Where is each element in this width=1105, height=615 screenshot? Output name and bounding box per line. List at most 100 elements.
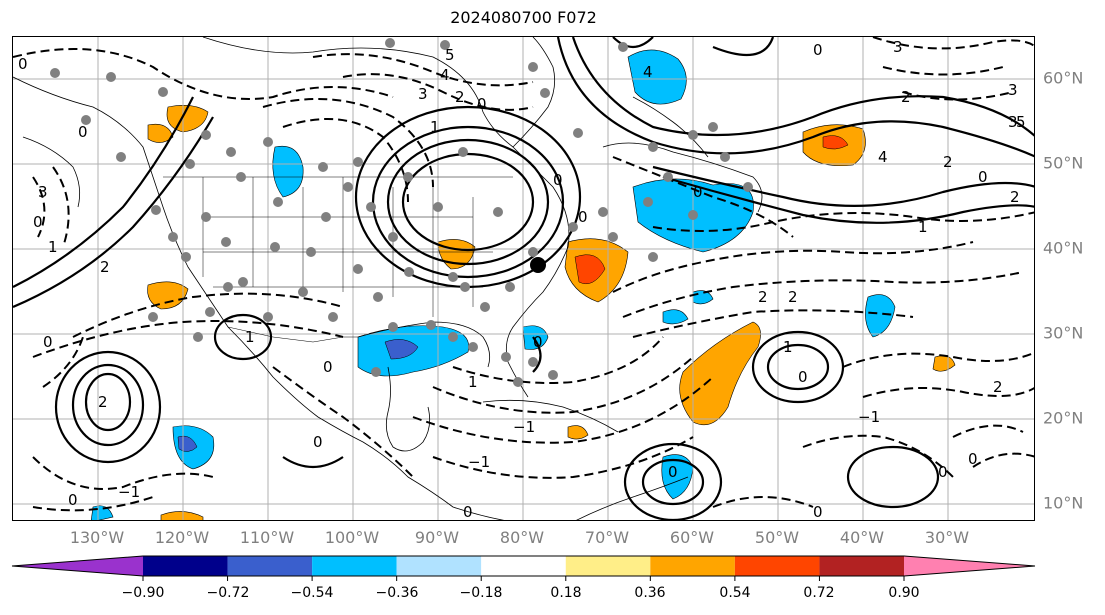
colorbar-tick-label: 0.18 <box>550 585 582 601</box>
contour-label: 5 <box>1016 113 1026 131</box>
longitude-label: 120°W <box>154 528 210 547</box>
contour-label: 0 <box>313 433 323 451</box>
negative-anomaly-patch <box>522 325 549 350</box>
contour-label: 1 <box>48 238 58 256</box>
colorbar-segment <box>650 556 735 576</box>
longitude-label: 70°W <box>584 528 630 547</box>
contour-label: 0 <box>33 213 43 231</box>
latitude-label: 60°N <box>1043 68 1084 88</box>
longitude-label: 110°W <box>239 528 295 547</box>
dashed-contour <box>272 366 414 478</box>
dashed-contour <box>872 37 1034 50</box>
solid-contour <box>532 336 542 373</box>
solid-contour <box>641 458 705 506</box>
latitude-label: 50°N <box>1043 153 1084 173</box>
dashed-contour <box>452 336 664 384</box>
latitude-label: 20°N <box>1043 408 1084 428</box>
positive-anomaly-patch <box>147 281 189 310</box>
contour-label: 0 <box>78 123 88 141</box>
latitude-label: 30°N <box>1043 323 1084 343</box>
contour-label: 0 <box>668 463 678 481</box>
contour-label: 2 <box>758 288 768 306</box>
solid-contour <box>371 125 565 279</box>
colorbar-tick-label: 0.54 <box>719 585 751 601</box>
colorbar-tick-label: 0.72 <box>803 585 835 601</box>
longitude-label: 40°W <box>839 528 885 547</box>
dashed-contour <box>32 320 344 358</box>
contour-label: 2 <box>788 288 798 306</box>
colorbar <box>11 555 1036 581</box>
contour-label: 1 <box>430 118 440 136</box>
dashed-contour <box>32 496 154 512</box>
longitude-label: 30°W <box>924 528 970 547</box>
contour-label: −1 <box>513 418 535 436</box>
colorbar-tick-label: −0.18 <box>459 585 503 601</box>
solid-contour <box>386 138 550 266</box>
contour-label: 4 <box>643 63 653 81</box>
contour-label: 0 <box>978 168 988 186</box>
contour-label: 3 <box>1008 81 1018 99</box>
solid-contour <box>751 330 845 404</box>
contour-label: −1 <box>468 453 490 471</box>
positive-anomaly-patch <box>574 254 606 285</box>
positive-anomaly-patch <box>567 425 589 440</box>
negative-anomaly-patch <box>272 145 304 198</box>
dashed-contour <box>882 66 1004 76</box>
dashed-contour <box>342 73 534 111</box>
latitude-label: 10°N <box>1043 493 1084 513</box>
contour-label: 1 <box>783 338 793 356</box>
dashed-contour <box>652 211 1034 232</box>
contour-label: 2 <box>943 153 953 171</box>
solid-contour <box>712 37 775 57</box>
contour-label: 2 <box>455 88 465 106</box>
colorbar-tick-label: −0.36 <box>375 585 419 601</box>
solid-contour <box>401 152 535 252</box>
coastlines <box>13 37 763 520</box>
colorbar-segment <box>481 556 566 576</box>
solid-contour <box>846 445 940 509</box>
solid-contour <box>571 37 1034 137</box>
solid-contour <box>652 165 1034 207</box>
contour-label: 2 <box>100 258 110 276</box>
longitude-label: 50°W <box>754 528 800 547</box>
contour-label: 2 <box>1010 188 1020 206</box>
solid-contour <box>556 37 1034 158</box>
solid-contour <box>282 456 344 468</box>
dashed-contour <box>862 386 1034 398</box>
negative-anomaly-patch <box>384 339 419 360</box>
contour-label: 4 <box>878 148 888 166</box>
latitude-label: 40°N <box>1043 238 1084 258</box>
positive-anomaly-patch <box>822 135 849 150</box>
solid-contour <box>54 350 162 464</box>
dashed-contour <box>612 156 794 238</box>
contour-label: −1 <box>858 408 880 426</box>
contour-label: 0 <box>553 171 563 189</box>
contour-label: 1 <box>468 373 478 391</box>
solid-contour <box>13 96 194 288</box>
colorbar-segments <box>11 555 1036 577</box>
contour-label: 0 <box>533 333 543 351</box>
negative-anomaly-patch <box>627 49 687 105</box>
longitude-label: 80°W <box>499 528 545 547</box>
contour-label: 0 <box>43 333 53 351</box>
dashed-contour <box>42 336 84 388</box>
solid-contour <box>612 37 654 49</box>
map-panel: 5 4 3 2 1 0 4 3 3 3 2 2 5 0 2 1 2 2 1 0 … <box>12 36 1035 521</box>
longitude-label: 60°W <box>669 528 715 547</box>
contour-label: 3 <box>418 85 428 103</box>
contour-label: 0 <box>693 183 703 201</box>
map-title: 2024080700 F072 <box>450 8 597 27</box>
contour-value-labels: 5 4 3 2 1 0 4 3 3 3 2 2 5 0 2 1 2 2 1 0 … <box>18 38 1026 520</box>
colorbar-segment <box>565 556 651 576</box>
colorbar-segment <box>143 556 228 576</box>
positive-anomaly-patch <box>932 355 956 372</box>
contour-label: 0 <box>813 41 823 59</box>
dashed-contour <box>52 166 70 248</box>
negative-anomaly-patch <box>662 309 689 325</box>
solid-contour <box>71 363 145 447</box>
contour-label: 0 <box>578 208 588 226</box>
longitude-label: 90°W <box>414 528 460 547</box>
map-canvas: 5 4 3 2 1 0 4 3 3 3 2 2 5 0 2 1 2 2 1 0 … <box>13 37 1034 520</box>
colorbar-tick-label: −0.72 <box>206 585 250 601</box>
solid-contour <box>213 313 273 361</box>
